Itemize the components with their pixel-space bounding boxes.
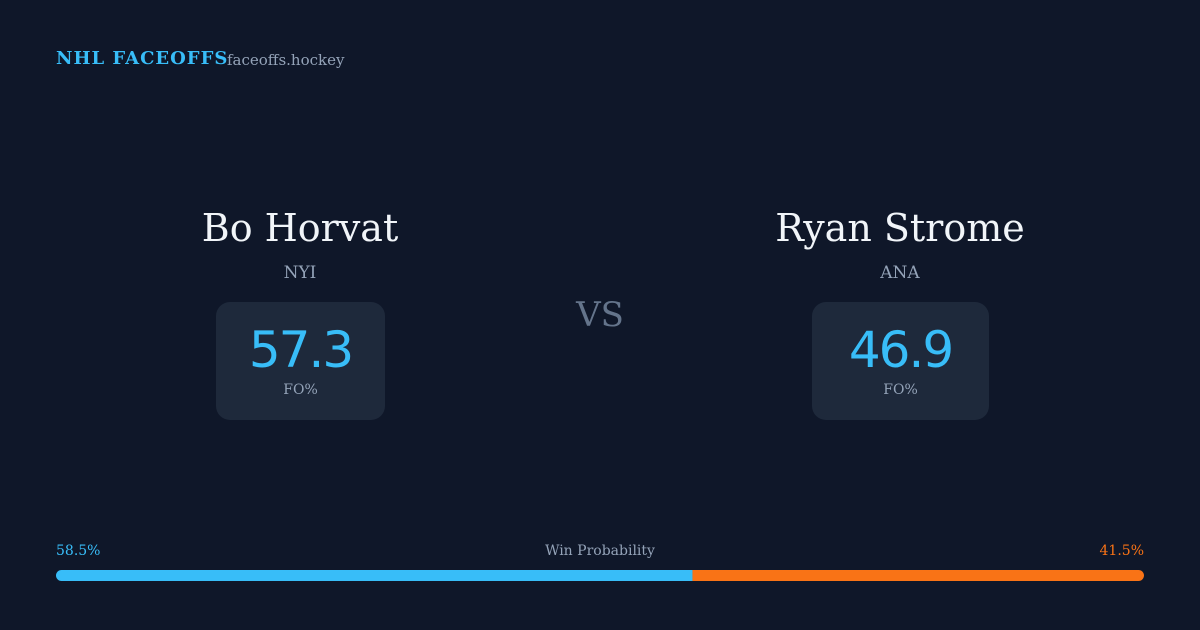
player-team: ANA bbox=[880, 263, 920, 283]
player-name: Bo Horvat bbox=[201, 206, 399, 250]
stat-card: 46.9 FO% bbox=[812, 302, 989, 420]
win-prob-label: 41.5% bbox=[1099, 543, 1144, 559]
player-team: NYI bbox=[283, 263, 317, 283]
brand: NHL FACEOFFS bbox=[56, 48, 229, 69]
vs-label: VS bbox=[576, 295, 624, 335]
player-name: Ryan Strome bbox=[775, 206, 1025, 250]
win-prob-segment bbox=[692, 570, 1144, 581]
stat-label: FO% bbox=[883, 382, 918, 398]
win-prob-segment bbox=[56, 570, 693, 581]
win-prob-title: Win Probability bbox=[545, 543, 655, 559]
stat-card: 57.3 FO% bbox=[216, 302, 385, 420]
win-prob-label: 58.5% bbox=[56, 543, 101, 559]
stat-label: FO% bbox=[283, 382, 318, 398]
stat-value: 57.3 bbox=[248, 321, 354, 379]
site-url: faceoffs.hockey bbox=[227, 51, 345, 69]
stat-value: 46.9 bbox=[848, 321, 954, 379]
